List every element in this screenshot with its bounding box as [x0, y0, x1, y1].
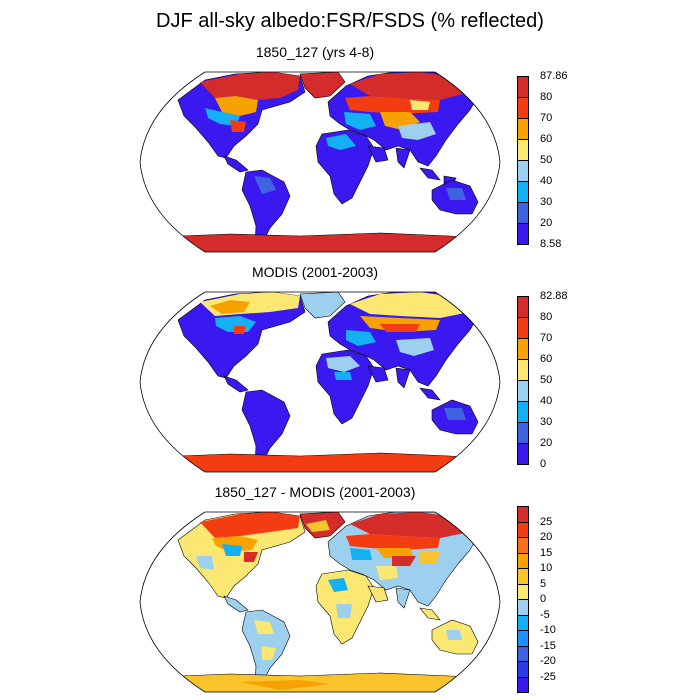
- colorbar-label: 0: [540, 593, 547, 605]
- panel-2-title: MODIS (2001-2003): [251, 264, 379, 280]
- colorbar-label: 40: [540, 395, 553, 407]
- colorbar-swatch: [517, 443, 529, 465]
- colorbar-label: 50: [540, 154, 553, 166]
- north-america: [177, 512, 306, 599]
- map-panel-1: [139, 71, 501, 253]
- map-3-outline: [139, 511, 501, 693]
- colorbar-label: -10: [540, 624, 556, 636]
- colorbar-swatch: [517, 537, 529, 554]
- colorbar-label: 70: [540, 112, 553, 124]
- colorbar-label: -15: [540, 639, 556, 652]
- antarctica: [149, 232, 500, 252]
- panel-1-title: 1850_127 (yrs 4-8): [255, 44, 375, 60]
- colorbar-swatch: [517, 181, 529, 203]
- map-panel-2: [139, 291, 501, 473]
- colorbar-label: -5: [540, 608, 550, 621]
- colorbar-label: 20: [540, 217, 553, 229]
- colorbar-label: 50: [540, 374, 553, 386]
- colorbar-swatch: [517, 614, 529, 631]
- colorbar-swatch: [517, 359, 529, 381]
- colorbar-swatch: [517, 401, 529, 423]
- colorbar-swatch: [517, 630, 529, 647]
- colorbar-label: -20: [540, 655, 556, 667]
- colorbar-label: 30: [540, 416, 553, 428]
- colorbar-swatch: [517, 506, 529, 523]
- south-america: [241, 389, 291, 465]
- colorbar-swatch: [517, 422, 529, 444]
- colorbar-label: 70: [540, 332, 553, 344]
- colorbar-swatch: [517, 583, 529, 600]
- colorbar-label: 0: [540, 458, 547, 470]
- colorbar-label: 15: [540, 546, 553, 559]
- colorbar-label: 30: [540, 196, 553, 208]
- colorbar-swatch: [517, 223, 529, 245]
- colorbar-label: -25: [540, 670, 556, 683]
- map-1-outline: [139, 71, 501, 253]
- colorbar-swatch: [517, 645, 529, 662]
- map-panel-3: [139, 511, 501, 693]
- colorbar-swatch: [517, 380, 529, 402]
- colorbar-label: 8.58: [540, 238, 562, 250]
- colorbar-swatch: [517, 296, 529, 318]
- colorbar-label: 25: [540, 515, 553, 528]
- map-2-outline: [139, 291, 501, 473]
- colorbar-label: 5: [540, 577, 547, 590]
- colorbar-swatch: [517, 338, 529, 360]
- figure-title: DJF all-sky albedo:FSR/FSDS (% reflected…: [156, 10, 544, 32]
- colorbar-swatch: [517, 599, 529, 616]
- colorbar-label: 60: [540, 133, 553, 145]
- colorbar-label: 20: [540, 437, 553, 449]
- panel-3-title: 1850_127 - MODIS (2001-2003): [214, 484, 416, 500]
- colorbar-swatch: [517, 97, 529, 119]
- colorbar-swatch: [517, 118, 529, 140]
- colorbar-label: 82.88: [540, 290, 568, 302]
- colorbar-swatch: [517, 521, 529, 538]
- colorbar-swatch: [517, 676, 529, 693]
- colorbar-label: 80: [540, 91, 553, 103]
- antarctica: [149, 452, 500, 472]
- antarctica: [149, 672, 500, 692]
- colorbar-label: 80: [540, 311, 553, 323]
- africa: [315, 129, 375, 205]
- colorbar-swatch: [517, 661, 529, 678]
- colorbar-label: 10: [540, 562, 553, 574]
- colorbar-swatch: [517, 202, 529, 224]
- colorbar-label: 87.86: [540, 70, 568, 82]
- colorbar-swatch: [517, 160, 529, 182]
- colorbar-label: 60: [540, 353, 553, 365]
- colorbar-swatch: [517, 317, 529, 339]
- colorbar-label: 20: [540, 531, 553, 543]
- greenland: [299, 72, 346, 99]
- colorbar-label: 40: [540, 175, 553, 187]
- colorbar-swatch: [517, 552, 529, 569]
- colorbar-swatch: [517, 139, 529, 161]
- greenland: [299, 292, 346, 319]
- colorbar-swatch: [517, 76, 529, 98]
- colorbar-swatch: [517, 568, 529, 585]
- north-america: [177, 292, 306, 379]
